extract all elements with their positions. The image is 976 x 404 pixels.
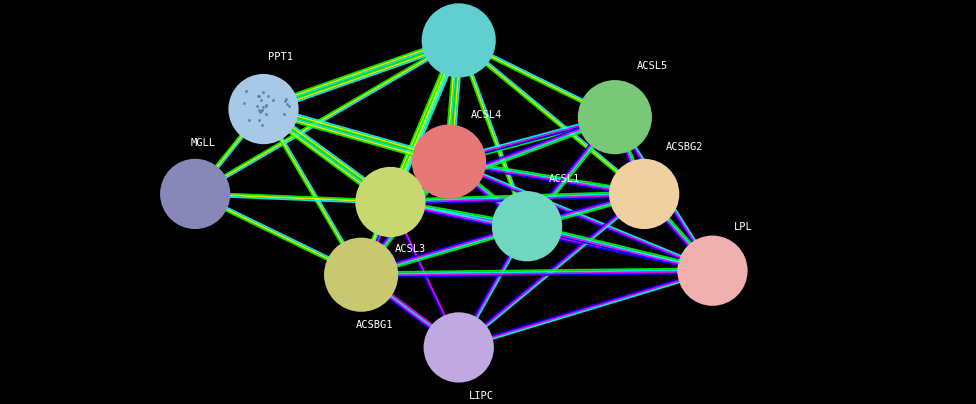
Ellipse shape xyxy=(492,191,562,261)
Ellipse shape xyxy=(412,124,486,199)
Ellipse shape xyxy=(355,167,426,237)
Ellipse shape xyxy=(609,159,679,229)
Text: MGLL: MGLL xyxy=(190,138,216,148)
Text: ACSL4: ACSL4 xyxy=(470,110,502,120)
Ellipse shape xyxy=(422,3,496,78)
Ellipse shape xyxy=(324,238,398,312)
Text: ACSL1: ACSL1 xyxy=(549,175,580,184)
Text: LIPC: LIPC xyxy=(468,391,494,401)
Ellipse shape xyxy=(424,312,494,383)
Text: ACSL3: ACSL3 xyxy=(395,244,427,254)
Text: ACSBG2: ACSBG2 xyxy=(666,142,703,152)
Text: PPT1: PPT1 xyxy=(268,53,294,62)
Ellipse shape xyxy=(228,74,299,144)
Ellipse shape xyxy=(578,80,652,154)
Ellipse shape xyxy=(160,159,230,229)
Text: ACSBG1: ACSBG1 xyxy=(356,320,393,330)
Text: ACSL5: ACSL5 xyxy=(636,61,668,72)
Text: LPL: LPL xyxy=(734,222,752,232)
Ellipse shape xyxy=(677,236,748,306)
